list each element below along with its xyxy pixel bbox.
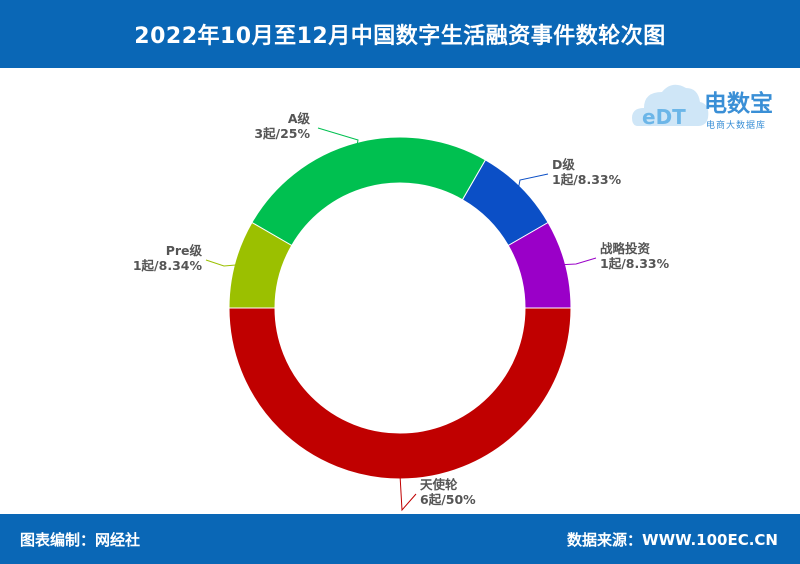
logo-mark: eDT — [642, 105, 686, 129]
slice-0 — [251, 136, 487, 247]
slice-name-3: 天使轮 — [420, 477, 458, 492]
logo-subtitle: 电商大数据库 — [706, 121, 767, 131]
cloud-logo-icon: eDT — [632, 84, 709, 129]
chart-title: 2022年10月至12月中国数字生活融资事件数轮次图 — [0, 0, 800, 68]
logo-name: 电数宝 — [704, 91, 773, 117]
slice-3 — [228, 307, 572, 480]
slice-value-1: 1起/8.33% — [552, 172, 622, 187]
slice-value-2: 1起/8.33% — [600, 256, 670, 271]
slice-value-0: 3起/25% — [254, 126, 310, 141]
leader-line-1 — [517, 173, 549, 191]
leader-line-4 — [205, 259, 239, 267]
slice-name-0: A级 — [288, 111, 311, 126]
leader-line-2 — [561, 257, 597, 266]
footer-source: 数据来源：WWW.100EC.CN — [567, 531, 778, 549]
slice-name-4: Pre级 — [166, 243, 203, 258]
leader-line-0 — [317, 127, 359, 147]
slice-name-2: 战略投资 — [600, 241, 651, 256]
footer-bar: 图表编制：网经社 数据来源：WWW.100EC.CN — [0, 514, 800, 564]
leader-line-3 — [399, 474, 417, 512]
donut-chart: A级3起/25%D级1起/8.33%战略投资1起/8.33%天使轮6起/50%P… — [133, 111, 670, 512]
slice-value-3: 6起/50% — [420, 492, 476, 507]
footer-compiler: 图表编制：网经社 — [20, 531, 141, 549]
slice-4 — [228, 221, 293, 309]
slice-name-1: D级 — [552, 157, 575, 172]
slice-value-4: 1起/8.34% — [133, 258, 203, 273]
